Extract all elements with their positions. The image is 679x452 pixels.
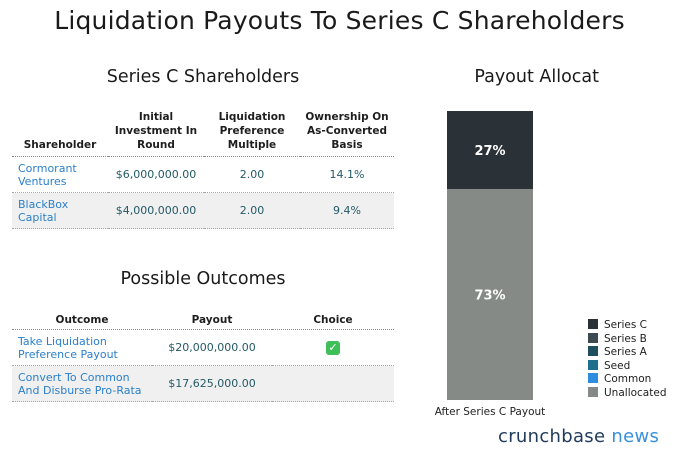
legend-item: Common xyxy=(588,373,666,387)
payout-cell: $17,625,000.00 xyxy=(168,377,256,390)
legend-item: Series C xyxy=(588,319,666,333)
multiple-cell: 2.00 xyxy=(239,204,265,217)
legend-item: Seed xyxy=(588,359,666,374)
legend-item: Unallocated xyxy=(588,386,667,401)
x-category-label: After Series C Payout xyxy=(435,406,546,418)
shareholders-table: Shareholder Initial Investment In Round … xyxy=(12,108,394,229)
legend-label: Series C xyxy=(604,319,647,331)
check-icon: ✓ xyxy=(326,340,340,355)
legend-label: Series B xyxy=(604,332,647,345)
legend-item: Series A xyxy=(588,346,666,360)
shareholder-name: Cormorant Ventures xyxy=(18,161,77,188)
investment-cell: $4,000,000.00 xyxy=(115,204,197,217)
legend-label: Unallocated xyxy=(604,386,667,399)
column-header: Liquidation Preference Multiple xyxy=(218,111,286,151)
brand-logo: crunchbase news xyxy=(498,426,659,447)
bar-segment-unallocated xyxy=(447,189,533,400)
outcomes-table: Outcome Payout Choice Take Liquidation P… xyxy=(12,309,394,402)
data-label: 73% xyxy=(474,289,505,304)
legend-item: Series B xyxy=(588,332,666,347)
legend-swatch xyxy=(588,346,598,356)
legend-swatch xyxy=(588,332,598,343)
choice-cell: ✓ xyxy=(272,330,394,366)
payout-cell: $20,000,000.00 xyxy=(168,341,256,354)
brand-part2: news xyxy=(611,426,660,447)
data-label: 27% xyxy=(474,144,505,159)
ownership-cell: 14.1% xyxy=(329,168,365,181)
legend-label: Common xyxy=(604,373,652,385)
legend-label: Seed xyxy=(604,359,631,372)
table-row: Convert To Common And Disburse Pro-Rata … xyxy=(12,365,394,402)
brand-part1: crunchbase xyxy=(498,426,606,447)
legend-swatch xyxy=(588,359,598,370)
investment-cell: $6,000,000.00 xyxy=(115,168,197,181)
legend-label: Series A xyxy=(604,346,647,358)
multiple-cell: 2.00 xyxy=(239,168,265,181)
column-header: Initial Investment In Round xyxy=(114,111,198,151)
outcome-label: Take Liquidation Preference Payout xyxy=(18,334,118,361)
payout-allocation-chart: Payout Allocation 27% 73% After Series C … xyxy=(435,67,600,418)
shareholders-heading: Series C Shareholders xyxy=(106,67,300,87)
bar-group: 27% 73% xyxy=(447,111,533,400)
column-header: Outcome xyxy=(55,314,109,326)
table-row: Take Liquidation Preference Payout $20,0… xyxy=(12,330,394,366)
ownership-cell: 9.4% xyxy=(333,204,361,217)
shareholder-name: BlackBox Capital xyxy=(18,197,69,224)
choice-cell xyxy=(272,366,394,402)
column-header: Shareholder xyxy=(23,139,97,151)
bar-segment-series-c xyxy=(447,111,533,190)
page-title: Liquidation Payouts To Series C Sharehol… xyxy=(54,6,625,35)
column-header: Ownership On As-Converted Basis xyxy=(305,111,389,151)
chart-title: Payout Allocation xyxy=(474,67,600,87)
table-row: Cormorant Ventures $6,000,000.00 2.00 14… xyxy=(12,157,394,193)
column-header: Payout xyxy=(191,314,233,326)
legend-swatch xyxy=(588,319,598,329)
outcomes-heading: Possible Outcomes xyxy=(120,269,286,289)
chart-legend: Series C Series B Series A Seed Common Unallo… xyxy=(588,319,666,400)
shareholders-header-row: Shareholder Initial Investment In Round … xyxy=(12,108,394,157)
table-row: BlackBox Capital $4,000,000.00 2.00 9.4% xyxy=(12,192,394,229)
outcomes-header-row: Outcome Payout Choice xyxy=(12,309,394,330)
legend-swatch xyxy=(588,386,598,397)
column-header: Choice xyxy=(313,314,353,326)
legend-swatch xyxy=(588,373,598,383)
outcome-label: Convert To Common And Disburse Pro-Rata xyxy=(18,370,142,397)
